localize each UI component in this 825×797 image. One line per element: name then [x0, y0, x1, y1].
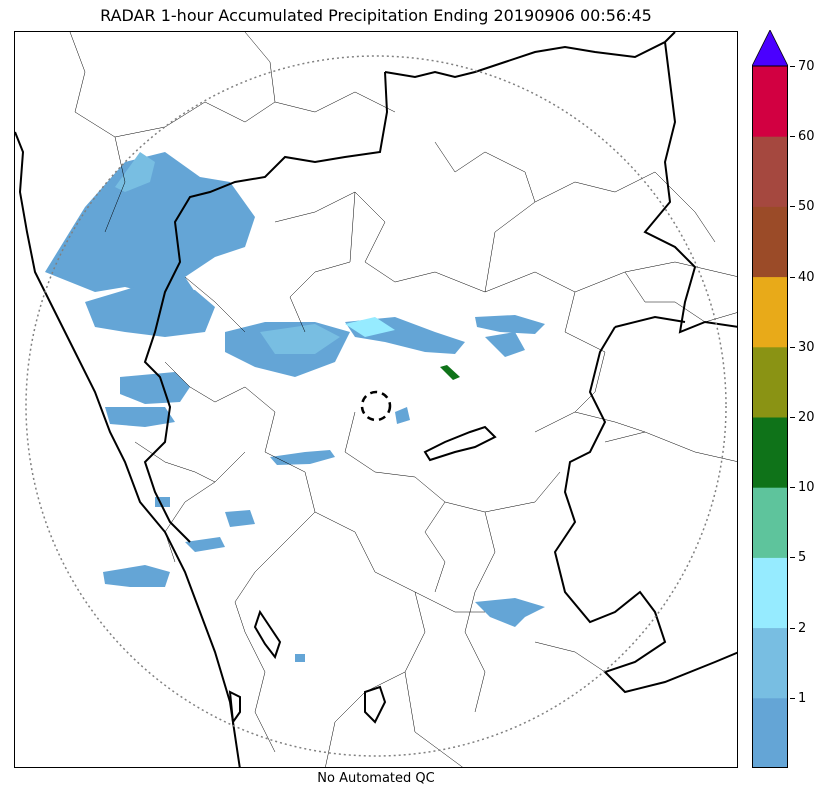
colorbar-tick-mark	[790, 276, 795, 278]
colorbar	[752, 30, 788, 768]
colorbar-tick-label: 1	[798, 690, 807, 706]
colorbar-bin	[752, 206, 788, 278]
colorbar-tick-label: 20	[798, 410, 815, 425]
radar-range-ring	[25, 55, 727, 757]
radar-map	[14, 31, 738, 768]
colorbar-bin	[752, 697, 788, 768]
chart-title: RADAR 1-hour Accumulated Precipitation E…	[100, 6, 652, 25]
colorbar-bin	[752, 66, 788, 137]
colorbar-tick-label: 30	[798, 339, 815, 355]
colorbar-bin	[752, 627, 788, 699]
precipitation-echoes	[45, 152, 545, 662]
precip-cell	[485, 332, 525, 357]
colorbar-tick-label: 40	[798, 269, 815, 285]
colorbar-tick-mark	[790, 206, 795, 208]
colorbar-tick-mark	[790, 346, 795, 348]
precip-cell	[260, 324, 340, 354]
precip-cell	[225, 510, 255, 527]
colorbar-tick-mark	[790, 557, 795, 559]
colorbar-tick-label: 50	[798, 199, 815, 215]
precip-cell	[103, 565, 170, 587]
colorbar-tick-label: 60	[798, 129, 815, 145]
colorbar-tick-mark	[790, 136, 795, 138]
precip-cell	[105, 407, 175, 427]
radar-map-canvas	[15, 32, 737, 767]
precip-cell	[295, 654, 305, 662]
colorbar-extend-arrow	[752, 30, 788, 67]
precip-cell	[475, 315, 545, 334]
precip-cell	[395, 407, 410, 424]
colorbar-bin	[752, 487, 788, 558]
qc-note: No Automated QC	[317, 771, 435, 786]
radar-site-marker	[360, 390, 392, 422]
colorbar-outline	[752, 65, 788, 768]
colorbar-bin	[752, 276, 788, 348]
district-boundaries	[69, 32, 737, 767]
state-boundaries	[15, 32, 737, 767]
colorbar-tick-label: 70	[798, 59, 815, 74]
colorbar-tick-label: 10	[798, 480, 815, 496]
colorbar-tick-mark	[790, 417, 795, 418]
colorbar-tick-mark	[790, 66, 795, 67]
colorbar-tick-mark	[790, 487, 795, 489]
precip-cell	[440, 365, 460, 380]
precip-cell	[185, 537, 225, 552]
precip-cell	[475, 598, 545, 627]
colorbar-tick-label: 5	[798, 550, 807, 566]
precip-cell	[45, 152, 255, 297]
colorbar-tick-mark	[790, 627, 795, 629]
colorbar-tick-label: 2	[798, 620, 807, 636]
colorbar-bin	[752, 417, 788, 488]
colorbar-bin	[752, 557, 788, 629]
precip-cell	[345, 317, 395, 337]
precip-cell	[85, 287, 215, 337]
colorbar-bin	[752, 136, 788, 207]
colorbar-ticks: 1 2 5 10 20 30 40 50 60 70	[790, 0, 825, 797]
colorbar-tick-mark	[790, 697, 795, 699]
colorbar-bin	[752, 346, 788, 418]
precip-cell	[120, 372, 190, 404]
precip-cell	[270, 450, 335, 465]
